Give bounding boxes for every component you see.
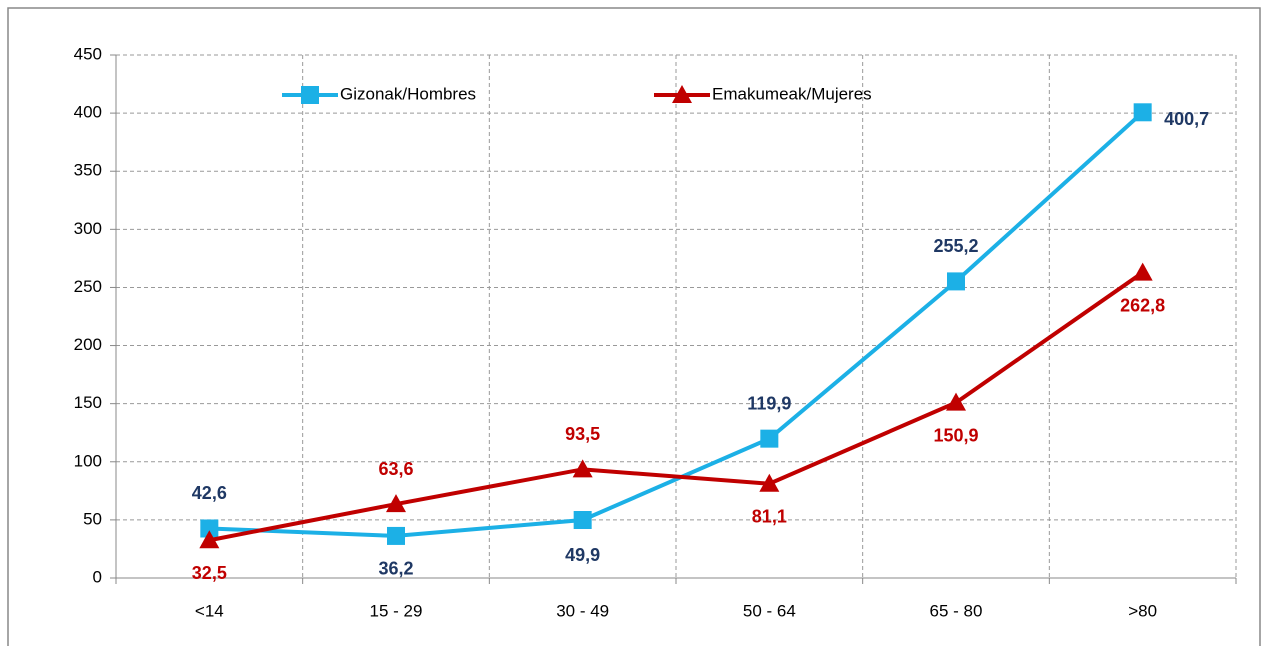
data-label: 93,5 bbox=[565, 424, 600, 444]
point-marker bbox=[199, 530, 220, 549]
point-marker bbox=[386, 494, 406, 513]
data-label: 400,7 bbox=[1164, 109, 1209, 129]
point-marker bbox=[387, 526, 405, 545]
point-marker bbox=[759, 473, 780, 492]
data-label: 262,8 bbox=[1120, 295, 1165, 315]
data-label: 36,2 bbox=[378, 559, 413, 579]
y-tick-label: 250 bbox=[74, 277, 102, 296]
point-marker bbox=[1133, 103, 1152, 122]
legend-label: Emakumeak/Mujeres bbox=[712, 84, 872, 103]
data-label: 119,9 bbox=[747, 393, 791, 413]
data-label: 49,9 bbox=[565, 545, 600, 565]
y-tick-label: 350 bbox=[74, 161, 102, 180]
x-tick-label: 65 - 80 bbox=[930, 601, 983, 620]
x-tick-label: >80 bbox=[1128, 601, 1157, 620]
x-tick-label: <14 bbox=[195, 601, 224, 620]
x-tick-label: 50 - 64 bbox=[743, 601, 796, 620]
data-label: 255,2 bbox=[933, 236, 978, 256]
series-line bbox=[209, 110, 1145, 538]
data-label: 150,9 bbox=[933, 425, 978, 445]
y-tick-label: 200 bbox=[74, 335, 102, 354]
point-marker bbox=[946, 392, 966, 411]
point-marker bbox=[1132, 262, 1153, 281]
point-marker bbox=[200, 519, 219, 538]
y-tick-label: 300 bbox=[74, 219, 102, 238]
y-tick-label: 100 bbox=[74, 451, 102, 470]
point-marker bbox=[947, 272, 965, 291]
data-label: 42,6 bbox=[192, 483, 227, 503]
point-marker bbox=[760, 429, 779, 448]
y-tick-label: 50 bbox=[83, 509, 102, 528]
data-label: 63,6 bbox=[378, 459, 413, 479]
data-label: 32,5 bbox=[192, 563, 227, 583]
chart-border bbox=[7, 7, 1261, 651]
legend-marker bbox=[672, 85, 692, 103]
legend-label: Gizonak/Hombres bbox=[340, 84, 476, 103]
x-tick-label: 15 - 29 bbox=[370, 601, 423, 620]
y-tick-label: 450 bbox=[74, 44, 102, 63]
y-tick-label: 0 bbox=[93, 567, 102, 586]
series-line bbox=[208, 270, 1144, 543]
y-tick-label: 400 bbox=[74, 103, 102, 122]
point-marker bbox=[572, 459, 593, 478]
point-marker bbox=[573, 511, 592, 530]
y-tick-label: 150 bbox=[74, 393, 102, 412]
data-label: 81,1 bbox=[752, 506, 787, 526]
x-tick-label: 30 - 49 bbox=[556, 601, 609, 620]
legend-marker bbox=[301, 86, 319, 104]
